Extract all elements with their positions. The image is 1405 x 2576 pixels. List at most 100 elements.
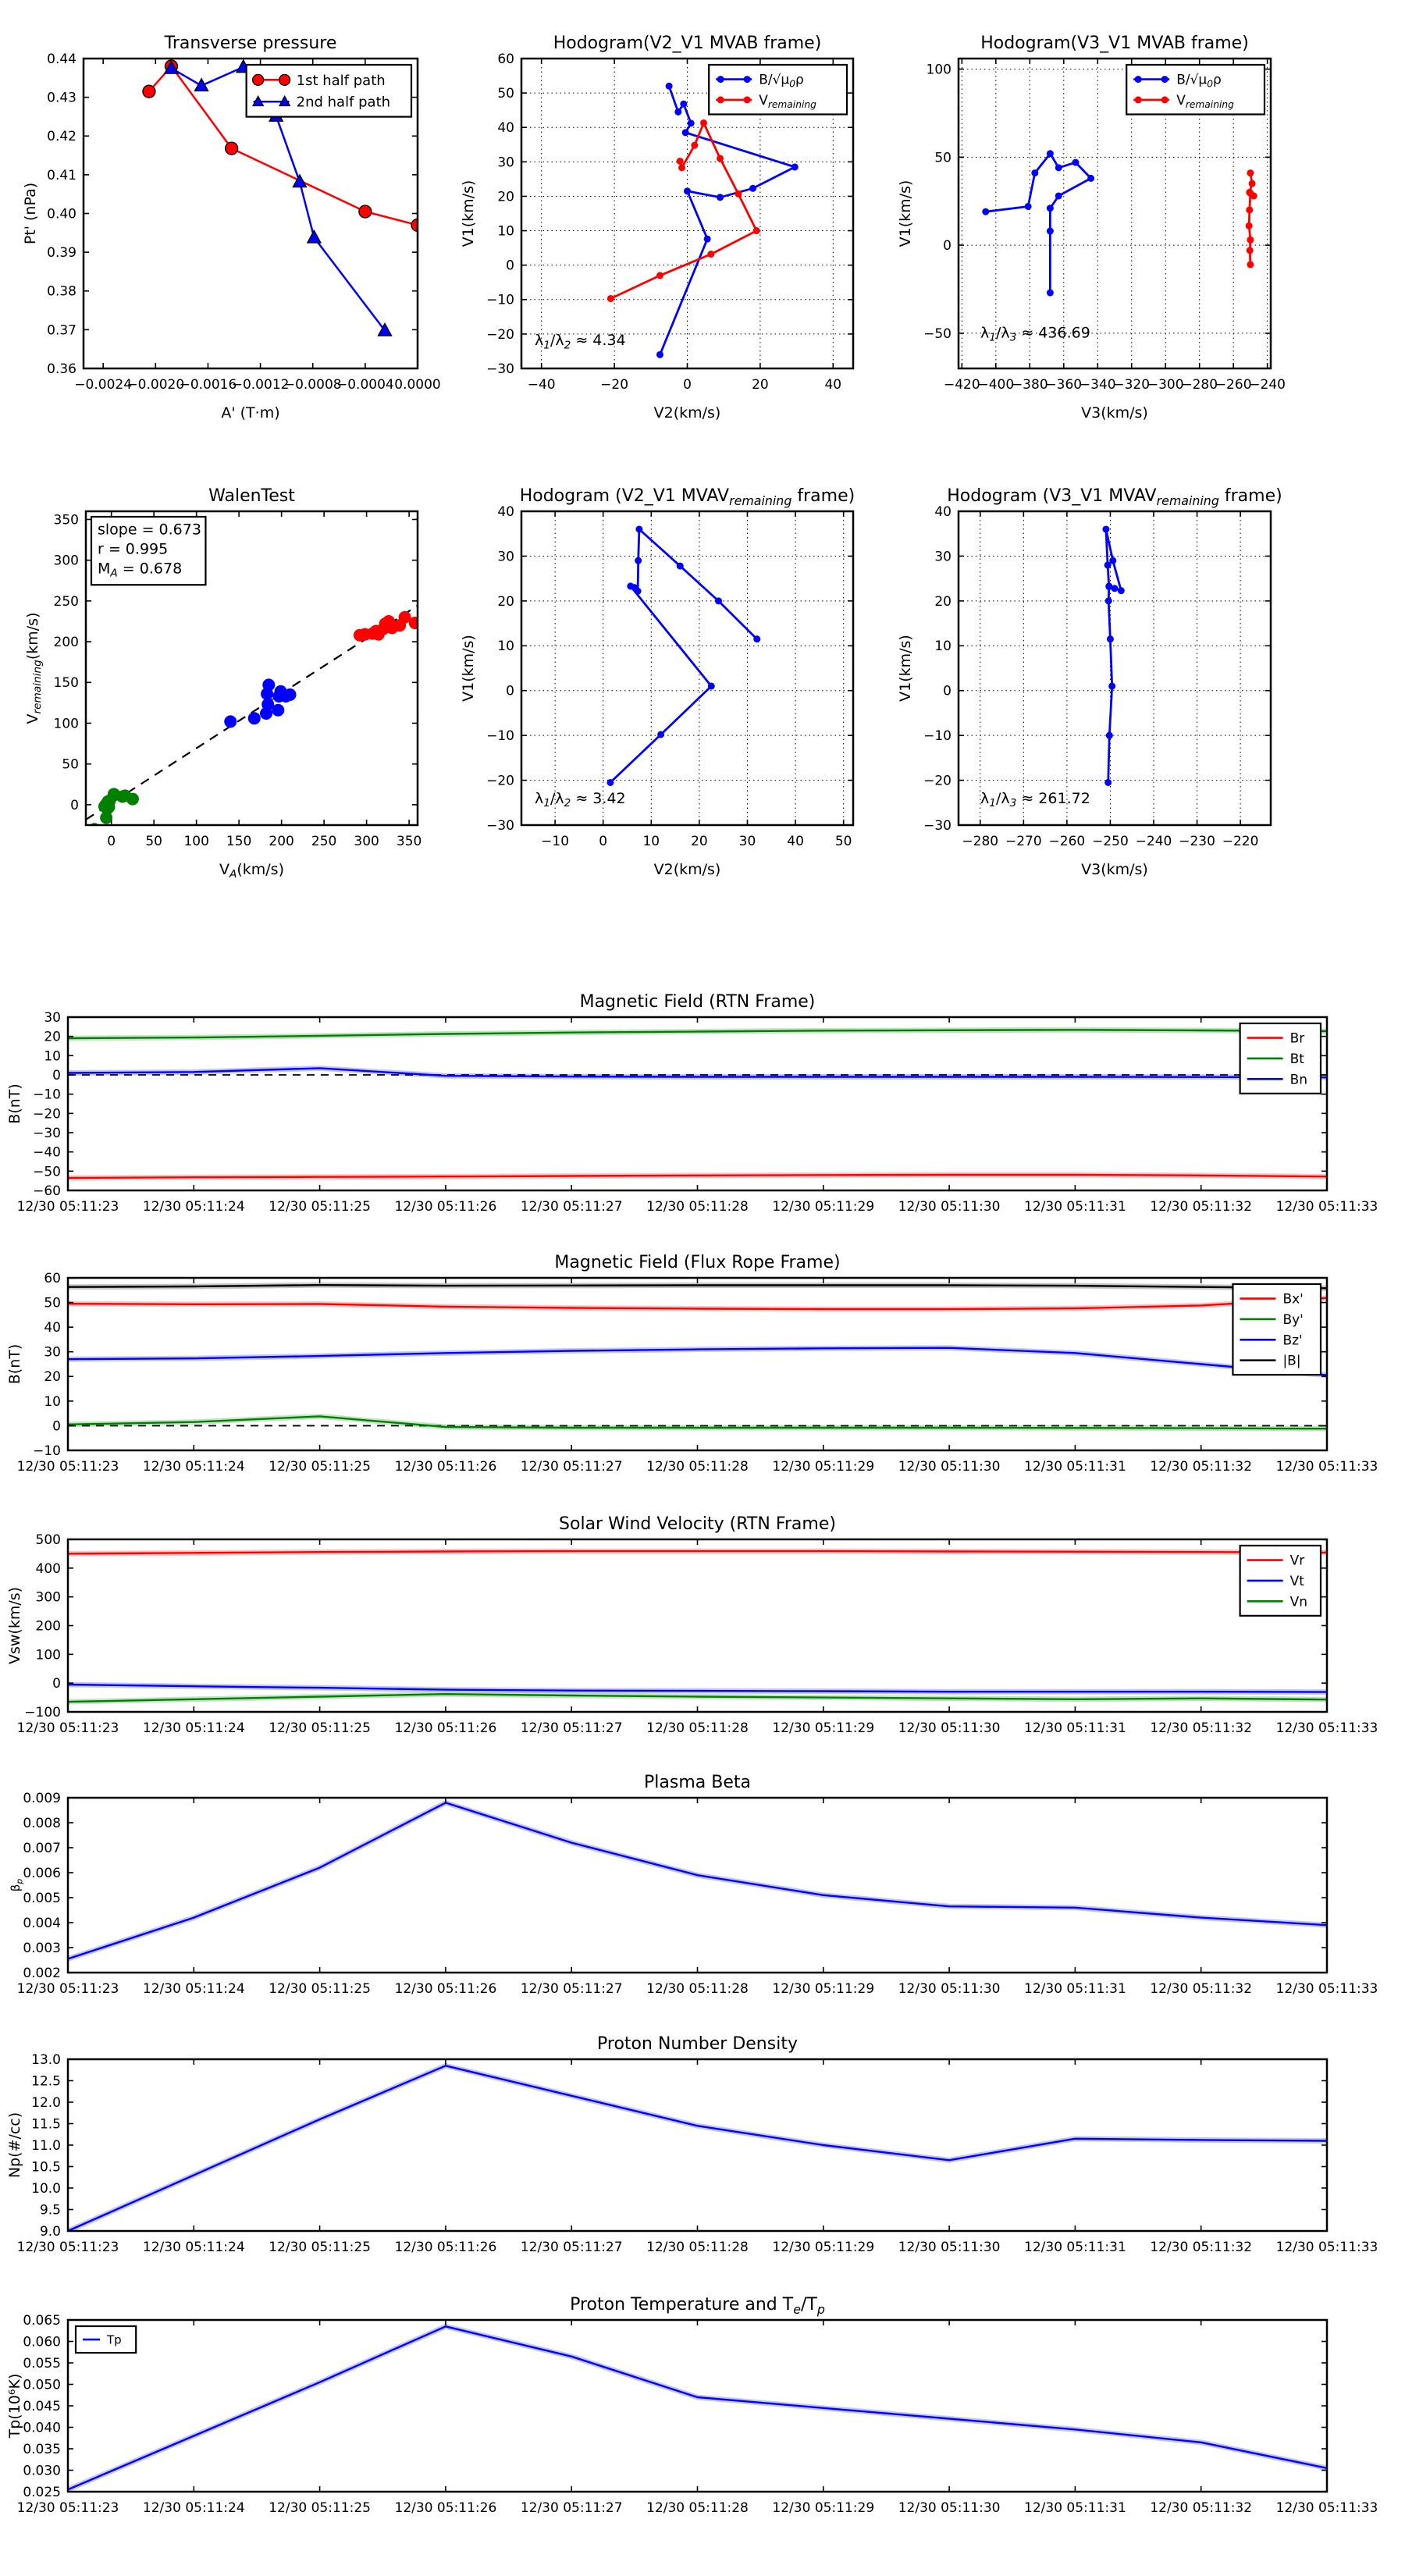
svg-text:V3(km/s): V3(km/s) [1081,404,1148,422]
svg-text:12.0: 12.0 [31,2095,61,2111]
svg-text:Proton Number Density: Proton Number Density [597,2034,798,2054]
svg-text:Vsw(km/s): Vsw(km/s) [6,1587,23,1664]
svg-text:0.41: 0.41 [47,168,76,183]
svg-text:0.008: 0.008 [23,1816,61,1831]
svg-text:300: 300 [36,1590,61,1606]
svg-text:12/30 05:11:27: 12/30 05:11:27 [521,1459,623,1475]
svg-text:V3(km/s): V3(km/s) [1081,861,1148,878]
svg-text:350: 350 [54,512,79,528]
svg-text:WalenTest: WalenTest [208,486,295,506]
svg-text:20: 20 [691,834,708,849]
svg-text:0: 0 [52,1676,61,1692]
svg-text:20: 20 [497,594,514,610]
svg-text:0.44: 0.44 [47,52,76,67]
svg-text:40: 40 [497,120,514,136]
svg-text:12/30 05:11:27: 12/30 05:11:27 [521,1199,623,1215]
svg-text:λ1/λ3 ≈ 261.72: λ1/λ3 ≈ 261.72 [980,790,1090,809]
svg-text:60: 60 [497,52,514,67]
svg-text:Tp: Tp [106,2332,122,2347]
svg-text:12/30 05:11:29: 12/30 05:11:29 [772,2240,874,2255]
svg-text:12/30 05:11:23: 12/30 05:11:23 [17,2240,119,2255]
svg-text:Vremaining(km/s): Vremaining(km/s) [24,613,44,724]
svg-text:12/30 05:11:31: 12/30 05:11:31 [1024,2500,1126,2516]
svg-text:30: 30 [44,1010,61,1026]
svg-text:40: 40 [44,1320,61,1336]
svg-text:0.42: 0.42 [47,129,76,144]
svg-text:20: 20 [497,189,514,205]
svg-text:B(nT): B(nT) [6,1083,23,1124]
svg-text:−30: −30 [923,818,951,834]
svg-text:V2(km/s): V2(km/s) [654,861,721,878]
svg-text:Bx': Bx' [1282,1292,1303,1308]
svg-text:Hodogram (V3_V1 MVAVremaining: Hodogram (V3_V1 MVAVremaining frame) [947,486,1282,508]
svg-text:B/√μ0ρ: B/√μ0ρ [759,73,804,90]
svg-text:12/30 05:11:28: 12/30 05:11:28 [646,1720,749,1736]
svg-text:−20: −20 [600,377,628,393]
svg-text:slope = 0.673: slope = 0.673 [98,521,201,538]
svg-text:12/30 05:11:32: 12/30 05:11:32 [1150,2500,1252,2516]
svg-text:0: 0 [52,1418,61,1434]
svg-text:−10: −10 [33,1443,61,1459]
svg-text:Transverse pressure: Transverse pressure [164,34,337,53]
svg-text:0: 0 [943,238,951,254]
svg-text:Vt: Vt [1290,1574,1305,1589]
svg-text:−0.0024: −0.0024 [74,377,132,393]
svg-text:12/30 05:11:25: 12/30 05:11:25 [269,1720,371,1736]
svg-text:100: 100 [36,1647,61,1663]
svg-text:12/30 05:11:33: 12/30 05:11:33 [1276,2240,1378,2255]
svg-text:Vremaining: Vremaining [759,93,816,110]
svg-text:A' (T·m): A' (T·m) [221,404,279,422]
svg-text:12/30 05:11:24: 12/30 05:11:24 [143,1459,245,1475]
svg-text:10: 10 [497,224,514,240]
svg-text:V1(km/s): V1(km/s) [460,635,477,702]
svg-text:12/30 05:11:25: 12/30 05:11:25 [269,2240,371,2255]
svg-text:12/30 05:11:26: 12/30 05:11:26 [395,2500,497,2516]
svg-text:12/30 05:11:25: 12/30 05:11:25 [269,2500,371,2516]
svg-text:−280: −280 [1181,377,1218,393]
svg-text:10: 10 [497,639,514,654]
svg-text:20: 20 [752,377,769,393]
svg-text:12/30 05:11:23: 12/30 05:11:23 [17,1459,119,1475]
svg-text:−250: −250 [1092,834,1129,849]
svg-text:12/30 05:11:33: 12/30 05:11:33 [1276,1199,1378,1215]
svg-text:12/30 05:11:31: 12/30 05:11:31 [1024,1720,1126,1736]
svg-text:Vr: Vr [1290,1553,1305,1569]
svg-text:0.055: 0.055 [23,2356,61,2371]
svg-text:12/30 05:11:26: 12/30 05:11:26 [395,1981,497,1997]
svg-text:12/30 05:11:23: 12/30 05:11:23 [17,2500,119,2516]
svg-text:20: 20 [44,1030,61,1045]
svg-text:12/30 05:11:33: 12/30 05:11:33 [1276,1720,1378,1736]
svg-text:B/√μ0ρ: B/√μ0ρ [1176,73,1222,90]
svg-text:0.009: 0.009 [23,1791,61,1806]
svg-text:150: 150 [54,675,79,691]
svg-text:40: 40 [934,504,951,520]
svg-text:400: 400 [36,1561,61,1577]
svg-text:12/30 05:11:27: 12/30 05:11:27 [521,1981,623,1997]
svg-text:−0.0016: −0.0016 [180,377,237,393]
svg-text:30: 30 [497,549,514,564]
svg-text:Bn: Bn [1290,1072,1307,1087]
svg-text:12/30 05:11:25: 12/30 05:11:25 [269,1459,371,1475]
svg-text:13.0: 13.0 [31,2052,61,2068]
svg-text:500: 500 [36,1532,61,1548]
svg-text:200: 200 [36,1618,61,1634]
svg-text:100: 100 [927,62,951,77]
svg-text:0.035: 0.035 [23,2442,61,2457]
svg-text:Br: Br [1290,1031,1305,1047]
svg-text:−10: −10 [541,834,569,849]
svg-text:0: 0 [599,834,607,849]
svg-text:V2(km/s): V2(km/s) [654,404,721,422]
svg-text:40: 40 [497,504,514,520]
svg-text:12/30 05:11:30: 12/30 05:11:30 [898,1981,1001,1997]
svg-text:0.37: 0.37 [47,322,76,338]
svg-text:−380: −380 [1012,377,1048,393]
svg-text:Vn: Vn [1290,1594,1307,1610]
svg-text:10: 10 [642,834,660,849]
svg-text:−360: −360 [1045,377,1082,393]
svg-text:12/30 05:11:29: 12/30 05:11:29 [772,1199,874,1215]
